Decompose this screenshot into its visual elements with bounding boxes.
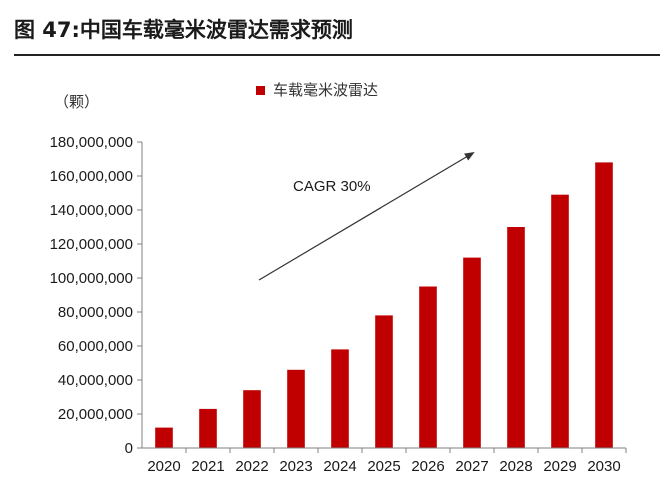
y-tick-label: 20,000,000 (58, 406, 133, 423)
x-tick-label: 2020 (147, 458, 180, 475)
figure-title: 图 47:中国车载毫米波雷达需求预测 (14, 18, 353, 42)
y-tick-label: 180,000,000 (50, 134, 133, 151)
x-tick-label: 2027 (455, 458, 488, 475)
bar-2029 (551, 194, 569, 448)
x-axis: 2020 2021 2022 2023 2024 2025 2026 2027 2028 2029… (147, 448, 627, 475)
y-tick-label: 160,000,000 (50, 168, 133, 185)
bar-2026 (419, 286, 437, 448)
legend-label: 车载毫米波雷达 (273, 81, 378, 99)
y-tick-label: 140,000,000 (50, 202, 133, 219)
y-tick-label: 80,000,000 (58, 304, 133, 321)
x-tick-label: 2028 (499, 458, 532, 475)
x-tick-label: 2024 (323, 458, 356, 475)
bar-2030 (595, 162, 613, 448)
y-tick-label: 100,000,000 (50, 270, 133, 287)
x-tick-label: 2026 (411, 458, 444, 475)
legend-swatch (256, 86, 265, 95)
bar-2020 (155, 427, 173, 448)
x-tick-label: 2029 (543, 458, 576, 475)
title-rule (14, 54, 660, 56)
x-tick-label: 2021 (191, 458, 224, 475)
unit-label: （颗） (54, 93, 99, 111)
y-tick-label: 40,000,000 (58, 372, 133, 389)
bar-2025 (375, 315, 393, 448)
bar-2022 (243, 390, 261, 448)
bar-2021 (199, 408, 217, 448)
bar-2023 (287, 369, 305, 448)
x-tick-label: 2023 (279, 458, 312, 475)
bar-2028 (507, 227, 525, 448)
x-tick-label: 2022 (235, 458, 268, 475)
x-tick-label: 2025 (367, 458, 400, 475)
y-axis: 0 20,000,000 40,000,000 60,000,000 80,000,00… (50, 134, 142, 457)
y-tick-label: 60,000,000 (58, 338, 133, 355)
y-tick-label: 120,000,000 (50, 236, 133, 253)
x-tick-label: 2030 (587, 458, 620, 475)
bar-2027 (463, 257, 481, 448)
trend-arrow (258, 151, 475, 281)
bar-2024 (331, 349, 349, 448)
bars (155, 162, 613, 448)
y-tick-label: 0 (125, 440, 133, 457)
cagr-annotation: CAGR 30% (293, 178, 371, 195)
